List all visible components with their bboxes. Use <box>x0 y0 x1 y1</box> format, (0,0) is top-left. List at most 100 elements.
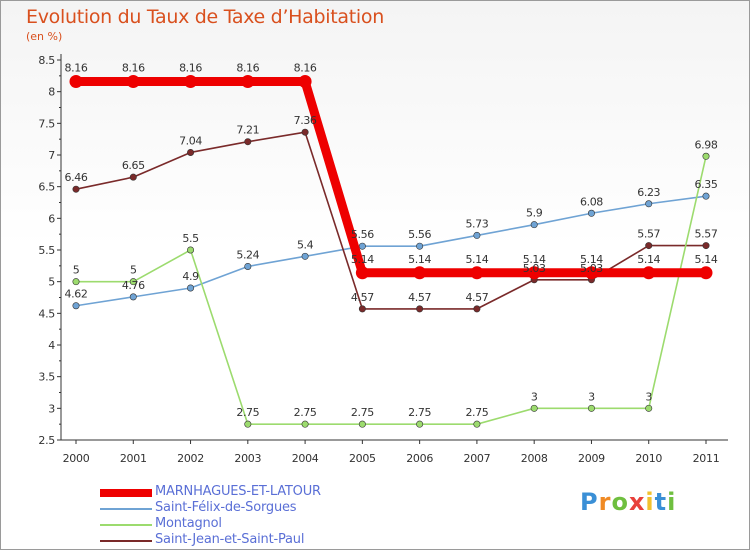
data-label: 4.62 <box>65 288 88 301</box>
legend-swatch <box>100 489 152 497</box>
data-point <box>416 242 424 250</box>
logo-letter: P <box>580 488 599 516</box>
data-label: 5.56 <box>351 228 374 241</box>
data-label: 5.73 <box>465 217 488 230</box>
x-tick-label: 2002 <box>177 452 204 465</box>
data-label: 2.75 <box>236 406 259 419</box>
data-point <box>702 152 710 160</box>
data-label: 8.16 <box>65 62 88 75</box>
data-label: 6.65 <box>122 159 145 172</box>
y-tick-label: 4 <box>48 339 55 352</box>
x-tick-label: 2008 <box>521 452 548 465</box>
y-tick-label: 7 <box>48 149 55 162</box>
data-point <box>699 266 713 280</box>
data-point <box>187 246 195 254</box>
data-point <box>129 173 137 181</box>
data-label: 6.46 <box>65 171 88 184</box>
data-label: 5.5 <box>182 232 199 245</box>
x-tick-label: 2006 <box>406 452 433 465</box>
data-label: 2.75 <box>351 406 374 419</box>
data-point <box>129 293 137 301</box>
data-point <box>241 75 255 89</box>
data-label: 3 <box>588 390 595 403</box>
data-point <box>358 305 366 313</box>
data-point <box>355 266 369 280</box>
x-tick-label: 2001 <box>120 452 147 465</box>
data-label: 8.16 <box>179 62 202 75</box>
data-label: 4.9 <box>182 270 199 283</box>
y-tick-label: 2.5 <box>38 434 55 447</box>
data-label: 5.56 <box>408 228 431 241</box>
data-label: 7.36 <box>294 114 317 127</box>
data-label: 2.75 <box>408 406 431 419</box>
legend-label: Saint-Jean-et-Saint-Paul <box>155 532 305 547</box>
y-tick-label: 3 <box>48 402 55 415</box>
logo-letter: i <box>645 488 655 516</box>
data-label: 4.57 <box>351 291 374 304</box>
data-label: 5.4 <box>297 238 314 251</box>
data-point <box>301 252 309 260</box>
data-point <box>301 128 309 136</box>
data-label: 5.9 <box>526 207 543 220</box>
series-line <box>75 195 707 307</box>
series-line <box>75 155 707 425</box>
data-point <box>527 266 541 280</box>
x-tick-label: 2010 <box>635 452 662 465</box>
data-point <box>645 200 653 208</box>
legend-swatch <box>100 540 152 542</box>
data-label: 4.57 <box>408 291 431 304</box>
data-point <box>473 231 481 239</box>
series-line <box>75 131 707 310</box>
data-label: 4.76 <box>122 279 145 292</box>
legend-swatch <box>100 524 152 526</box>
data-point <box>72 185 80 193</box>
x-tick-label: 2011 <box>693 452 720 465</box>
data-point <box>298 75 312 89</box>
data-point <box>473 305 481 313</box>
data-label: 2.75 <box>465 406 488 419</box>
data-label: 5 <box>73 264 80 277</box>
data-label: 3 <box>531 390 538 403</box>
data-point <box>244 420 252 428</box>
legend-label: Saint-Félix-de-Sorgues <box>155 500 297 515</box>
data-point <box>702 192 710 200</box>
data-point <box>72 302 80 310</box>
data-point <box>244 262 252 270</box>
data-point <box>129 278 137 286</box>
data-point <box>69 75 83 89</box>
data-label: 5.14 <box>351 253 374 266</box>
data-label: 8.16 <box>122 62 145 75</box>
y-tick-label: 5.5 <box>38 244 55 257</box>
data-label: 5.14 <box>465 253 488 266</box>
x-tick-label: 2009 <box>578 452 605 465</box>
y-tick-label: 4.5 <box>38 307 55 320</box>
data-point <box>244 138 252 146</box>
data-point <box>470 266 484 280</box>
data-point <box>587 404 595 412</box>
data-label: 5.14 <box>408 253 431 266</box>
data-point <box>358 420 366 428</box>
data-label: 6.98 <box>695 138 718 151</box>
data-point <box>642 266 656 280</box>
x-tick-label: 2007 <box>464 452 491 465</box>
y-tick-label: 3.5 <box>38 371 55 384</box>
legend-label: MARNHAGUES-ET-LATOUR <box>155 484 321 499</box>
data-label: 5.14 <box>695 253 718 266</box>
data-point <box>413 266 427 280</box>
data-label: 8.16 <box>294 62 317 75</box>
data-point <box>126 75 140 89</box>
data-point <box>416 305 424 313</box>
legend-label: Montagnol <box>155 516 222 531</box>
data-point <box>473 420 481 428</box>
data-label: 6.23 <box>637 186 660 199</box>
data-label: 5 <box>130 264 137 277</box>
data-point <box>530 221 538 229</box>
x-tick-label: 2004 <box>292 452 319 465</box>
data-point <box>72 278 80 286</box>
data-point <box>587 209 595 217</box>
data-label: 4.57 <box>465 291 488 304</box>
data-label: 5.24 <box>236 248 259 261</box>
data-point <box>358 242 366 250</box>
logo-letter: t <box>654 488 668 516</box>
